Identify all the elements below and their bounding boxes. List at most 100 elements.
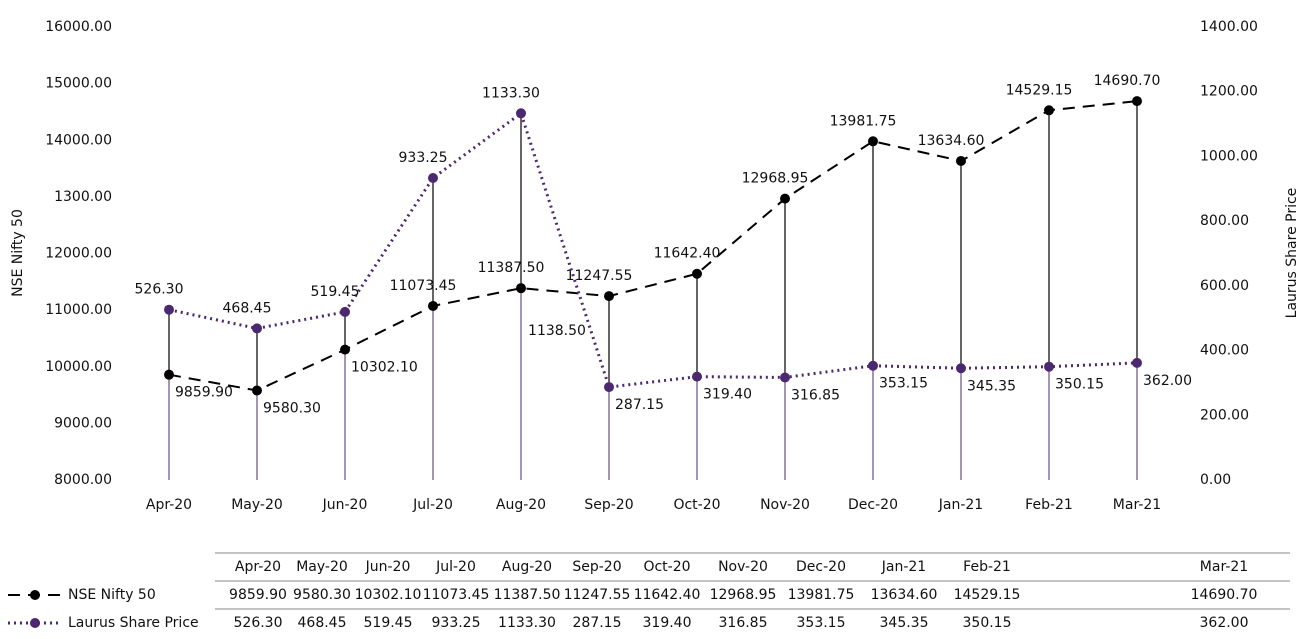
table-header: Dec-20 bbox=[796, 559, 846, 575]
table-cell: 11247.55 bbox=[564, 587, 631, 603]
y2-tick-label: 400.00 bbox=[1200, 343, 1249, 359]
table-cell: 519.45 bbox=[364, 615, 413, 631]
point bbox=[956, 155, 966, 166]
y2-tick-label: 1400.00 bbox=[1200, 19, 1258, 35]
table-cell: 14529.15 bbox=[954, 587, 1021, 603]
point bbox=[1044, 361, 1054, 372]
point bbox=[164, 304, 174, 315]
table-header: Apr-20 bbox=[235, 559, 281, 575]
y2-tick-label: 0.00 bbox=[1200, 472, 1231, 488]
data-label: 362.00 bbox=[1143, 373, 1192, 389]
y2-tick-label: 1000.00 bbox=[1200, 148, 1258, 164]
table-cell: 362.00 bbox=[1200, 615, 1249, 631]
point bbox=[1132, 96, 1142, 107]
point bbox=[428, 173, 438, 184]
x-tick-label: Oct-20 bbox=[673, 497, 720, 513]
data-label: 526.30 bbox=[135, 282, 184, 298]
data-label: 319.40 bbox=[703, 387, 752, 403]
x-tick-label: Mar-21 bbox=[1113, 497, 1161, 513]
table-cell: 13634.60 bbox=[871, 587, 938, 603]
table-header: Oct-20 bbox=[643, 559, 690, 575]
series-line bbox=[168, 100, 1138, 392]
table-cell: 11642.40 bbox=[634, 587, 701, 603]
series-line bbox=[168, 110, 1138, 389]
data-label: 12968.95 bbox=[742, 171, 809, 187]
y-tick-label: 10000.00 bbox=[45, 359, 112, 375]
table-cell: 468.45 bbox=[298, 615, 347, 631]
table-cell: 11073.45 bbox=[423, 587, 490, 603]
point bbox=[340, 306, 350, 317]
table-cell: 14690.70 bbox=[1191, 587, 1258, 603]
x-tick-label: Feb-21 bbox=[1025, 497, 1073, 513]
point bbox=[164, 369, 174, 380]
x-tick-label: Jul-20 bbox=[412, 497, 453, 513]
table-cell: 345.35 bbox=[880, 615, 929, 631]
point bbox=[780, 193, 790, 204]
x-tick-label: Aug-20 bbox=[496, 497, 546, 513]
table-cell: 526.30 bbox=[234, 615, 283, 631]
table-header: Nov-20 bbox=[718, 559, 768, 575]
table-cell: 353.15 bbox=[797, 615, 846, 631]
table-cell: 10302.10 bbox=[355, 587, 422, 603]
y-tick-label: 15000.00 bbox=[45, 76, 112, 92]
y2-tick-label: 600.00 bbox=[1200, 278, 1249, 294]
x-tick-label: Jun-20 bbox=[322, 497, 368, 513]
table-header: May-20 bbox=[296, 559, 348, 575]
y-tick-label: 14000.00 bbox=[45, 132, 112, 148]
data-label: 11642.40 bbox=[654, 246, 721, 262]
data-label: 9580.30 bbox=[263, 401, 321, 417]
table-cell: 316.85 bbox=[719, 615, 768, 631]
table-cell: 350.15 bbox=[963, 615, 1012, 631]
y-tick-label: 8000.00 bbox=[54, 472, 112, 488]
table-cell: 319.40 bbox=[643, 615, 692, 631]
data-label: 13981.75 bbox=[830, 113, 897, 129]
point bbox=[516, 108, 526, 119]
data-label: 11247.55 bbox=[566, 268, 633, 284]
data-label: 519.45 bbox=[311, 284, 360, 300]
table-cell: 13981.75 bbox=[788, 587, 855, 603]
data-label: 9859.90 bbox=[175, 385, 233, 401]
point bbox=[340, 344, 350, 355]
y2-axis-title: Laurus Share Price bbox=[1284, 188, 1300, 319]
x-tick-label: May-20 bbox=[231, 497, 283, 513]
table-cell: 933.25 bbox=[432, 615, 481, 631]
table-header: Aug-20 bbox=[502, 559, 552, 575]
y2-tick-label: 200.00 bbox=[1200, 407, 1249, 423]
x-tick-label: Sep-20 bbox=[584, 497, 633, 513]
table-cell: 287.15 bbox=[573, 615, 622, 631]
point bbox=[252, 385, 262, 396]
y-tick-label: 9000.00 bbox=[54, 415, 112, 431]
point bbox=[780, 372, 790, 383]
point bbox=[604, 382, 614, 393]
point bbox=[956, 363, 966, 374]
point bbox=[604, 291, 614, 302]
data-label: 11073.45 bbox=[390, 278, 457, 294]
table-header: Jun-20 bbox=[365, 559, 411, 575]
table-cell: 9580.30 bbox=[293, 587, 351, 603]
table-cell: 9859.90 bbox=[229, 587, 287, 603]
data-label: 933.25 bbox=[399, 150, 448, 166]
data-label: 14529.15 bbox=[1006, 82, 1073, 98]
y2-tick-label: 1200.00 bbox=[1200, 84, 1258, 100]
data-label: 10302.10 bbox=[351, 360, 418, 376]
data-label: 14690.70 bbox=[1094, 73, 1161, 89]
point bbox=[1132, 357, 1142, 368]
y-tick-label: 16000.00 bbox=[45, 19, 112, 35]
y2-tick-label: 800.00 bbox=[1200, 213, 1249, 229]
table-cell: 1133.30 bbox=[498, 615, 556, 631]
data-label: 287.15 bbox=[615, 397, 664, 413]
table-cell: 11387.50 bbox=[494, 587, 561, 603]
data-label: 353.15 bbox=[879, 376, 928, 392]
x-tick-label: Jan-21 bbox=[938, 497, 983, 513]
point bbox=[868, 360, 878, 371]
y-axis-title: NSE Nifty 50 bbox=[10, 209, 26, 297]
table-header: Jul-20 bbox=[435, 559, 476, 575]
data-label: 345.35 bbox=[967, 378, 1016, 394]
data-label: 468.45 bbox=[223, 300, 272, 316]
table-header: Sep-20 bbox=[572, 559, 621, 575]
x-tick-label: Apr-20 bbox=[146, 497, 192, 513]
legend-marker bbox=[30, 618, 40, 628]
x-tick-label: Nov-20 bbox=[760, 497, 810, 513]
